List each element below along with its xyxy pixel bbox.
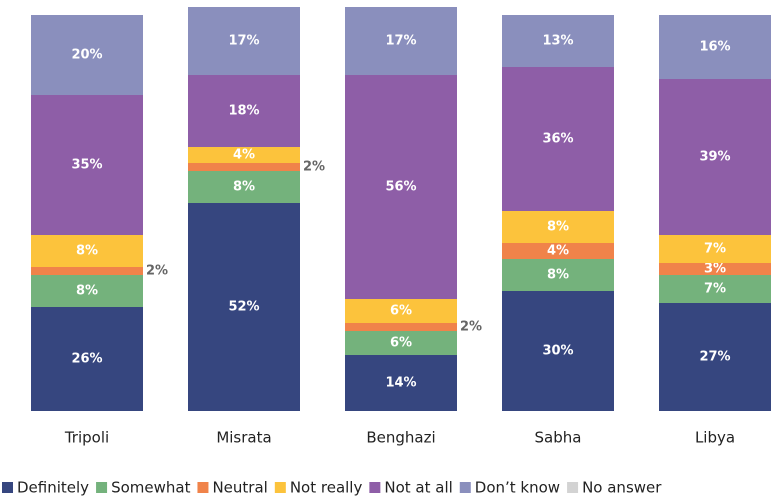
legend-swatch xyxy=(96,482,108,493)
data-label: 17% xyxy=(228,34,259,49)
data-label: 6% xyxy=(390,304,412,319)
legend-swatch xyxy=(274,482,286,493)
bar-segment xyxy=(502,67,614,211)
data-label: 35% xyxy=(71,158,102,173)
bar-segment xyxy=(345,355,457,411)
bar-segment xyxy=(345,299,457,323)
data-label: 18% xyxy=(228,104,259,119)
bar-segment xyxy=(502,211,614,243)
legend-swatch xyxy=(369,482,381,493)
data-label: 4% xyxy=(233,148,255,163)
legend-label: Not at all xyxy=(384,479,452,497)
data-label: 8% xyxy=(76,244,98,259)
data-label: 7% xyxy=(704,282,726,297)
x-tick-label: Misrata xyxy=(216,429,271,447)
data-label: 56% xyxy=(385,180,416,195)
bar-segment xyxy=(31,267,143,275)
bar-segment xyxy=(659,79,771,235)
bar-segment xyxy=(188,75,300,147)
data-label: 2% xyxy=(460,320,482,335)
data-label: 3% xyxy=(704,262,726,277)
data-label: 39% xyxy=(699,150,730,165)
data-label: 6% xyxy=(390,336,412,351)
bar-segment xyxy=(31,95,143,235)
bar-segment xyxy=(502,259,614,291)
bar-segment xyxy=(188,163,300,171)
bar-segment xyxy=(188,171,300,203)
legend-label: No answer xyxy=(582,479,662,497)
x-tick-label: Benghazi xyxy=(366,429,435,447)
bar-segment xyxy=(502,243,614,259)
legend-label: Not really xyxy=(290,479,363,497)
data-label: 8% xyxy=(233,180,255,195)
data-label: 8% xyxy=(547,268,569,283)
bar-segment xyxy=(502,15,614,67)
bar-segment xyxy=(659,15,771,79)
bar-segment xyxy=(659,303,771,411)
data-label: 2% xyxy=(146,264,168,279)
bar-segment xyxy=(345,75,457,299)
data-label: 20% xyxy=(71,48,102,63)
data-label: 30% xyxy=(542,344,573,359)
bar-segment xyxy=(502,291,614,411)
legend-swatch xyxy=(567,482,579,493)
bar-segment xyxy=(345,323,457,331)
data-label: 13% xyxy=(542,34,573,49)
bar-segment xyxy=(31,15,143,95)
bar-segment xyxy=(188,203,300,411)
data-label: 7% xyxy=(704,242,726,257)
legend-swatch xyxy=(459,482,471,493)
data-label: 17% xyxy=(385,34,416,49)
data-label: 8% xyxy=(76,284,98,299)
data-label: 2% xyxy=(303,160,325,175)
bar-segment xyxy=(345,7,457,75)
data-label: 36% xyxy=(542,132,573,147)
bar-segment xyxy=(31,235,143,267)
legend-label: Don’t know xyxy=(475,479,560,497)
data-label: 8% xyxy=(547,220,569,235)
bar-segment xyxy=(659,275,771,303)
data-label: 14% xyxy=(385,376,416,391)
bar-segment xyxy=(188,147,300,163)
x-tick-label: Libya xyxy=(695,429,735,447)
bar-segment xyxy=(659,235,771,263)
legend-label: Definitely xyxy=(17,479,89,497)
legend-swatch xyxy=(2,482,13,493)
x-tick-label: Tripoli xyxy=(64,429,109,447)
x-tick-label: Sabha xyxy=(535,429,582,447)
data-label: 27% xyxy=(699,350,730,365)
bar-segment xyxy=(188,7,300,75)
data-label: 16% xyxy=(699,40,730,55)
legend-swatch xyxy=(197,482,209,493)
data-label: 52% xyxy=(228,300,259,315)
data-label: 26% xyxy=(71,352,102,367)
bar-segment xyxy=(31,307,143,411)
bar-segment xyxy=(31,275,143,307)
bar-segment xyxy=(345,331,457,355)
data-label: 4% xyxy=(547,244,569,259)
legend-label: Somewhat xyxy=(111,479,191,497)
legend-label: Neutral xyxy=(212,479,267,497)
bar-segment xyxy=(659,263,771,275)
